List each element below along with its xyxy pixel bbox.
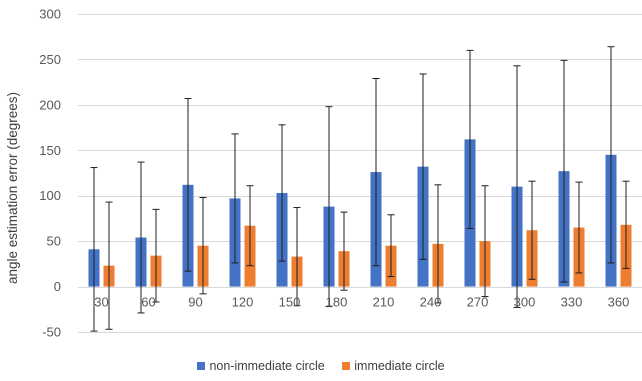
- y-axis-ticks: -50 0 50 100 150 200 250 300: [39, 7, 61, 340]
- x-tick-label: 180: [326, 295, 348, 310]
- legend-swatch-orange: [342, 362, 351, 370]
- y-tick-label: -50: [42, 325, 61, 340]
- x-tick-label: 210: [373, 295, 395, 310]
- legend-label: non-immediate circle: [209, 359, 325, 373]
- legend-item-immediate: immediate circle: [342, 359, 445, 373]
- x-tick-label: 150: [279, 295, 301, 310]
- x-axis-ticks: 30 60 90 120 150 180 210 240 270 300 330 360: [94, 295, 629, 310]
- x-tick-label: 240: [420, 295, 442, 310]
- x-tick-label: 120: [232, 295, 254, 310]
- legend-swatch-blue: [197, 362, 206, 370]
- y-axis-label: angle estimation error (degrees): [5, 92, 20, 284]
- legend-item-non-immediate: non-immediate circle: [197, 359, 325, 373]
- x-tick-label: 90: [188, 295, 202, 310]
- legend: non-immediate circle immediate circle: [0, 359, 642, 373]
- error-bars: [90, 46, 630, 332]
- x-tick-label: 300: [514, 295, 536, 310]
- y-tick-label: 50: [47, 234, 61, 249]
- legend-label: immediate circle: [354, 359, 445, 373]
- gridlines: [78, 14, 642, 333]
- x-tick-label: 270: [467, 295, 489, 310]
- y-tick-label: 300: [39, 7, 61, 22]
- x-tick-label: 60: [141, 295, 155, 310]
- x-tick-label: 30: [94, 295, 108, 310]
- x-tick-label: 360: [608, 295, 630, 310]
- y-tick-label: 200: [39, 97, 61, 112]
- y-tick-label: 0: [54, 279, 61, 294]
- x-tick-label: 330: [561, 295, 583, 310]
- y-tick-label: 100: [39, 188, 61, 203]
- bars: [88, 139, 632, 287]
- y-tick-label: 150: [39, 143, 61, 158]
- y-tick-label: 250: [39, 52, 61, 67]
